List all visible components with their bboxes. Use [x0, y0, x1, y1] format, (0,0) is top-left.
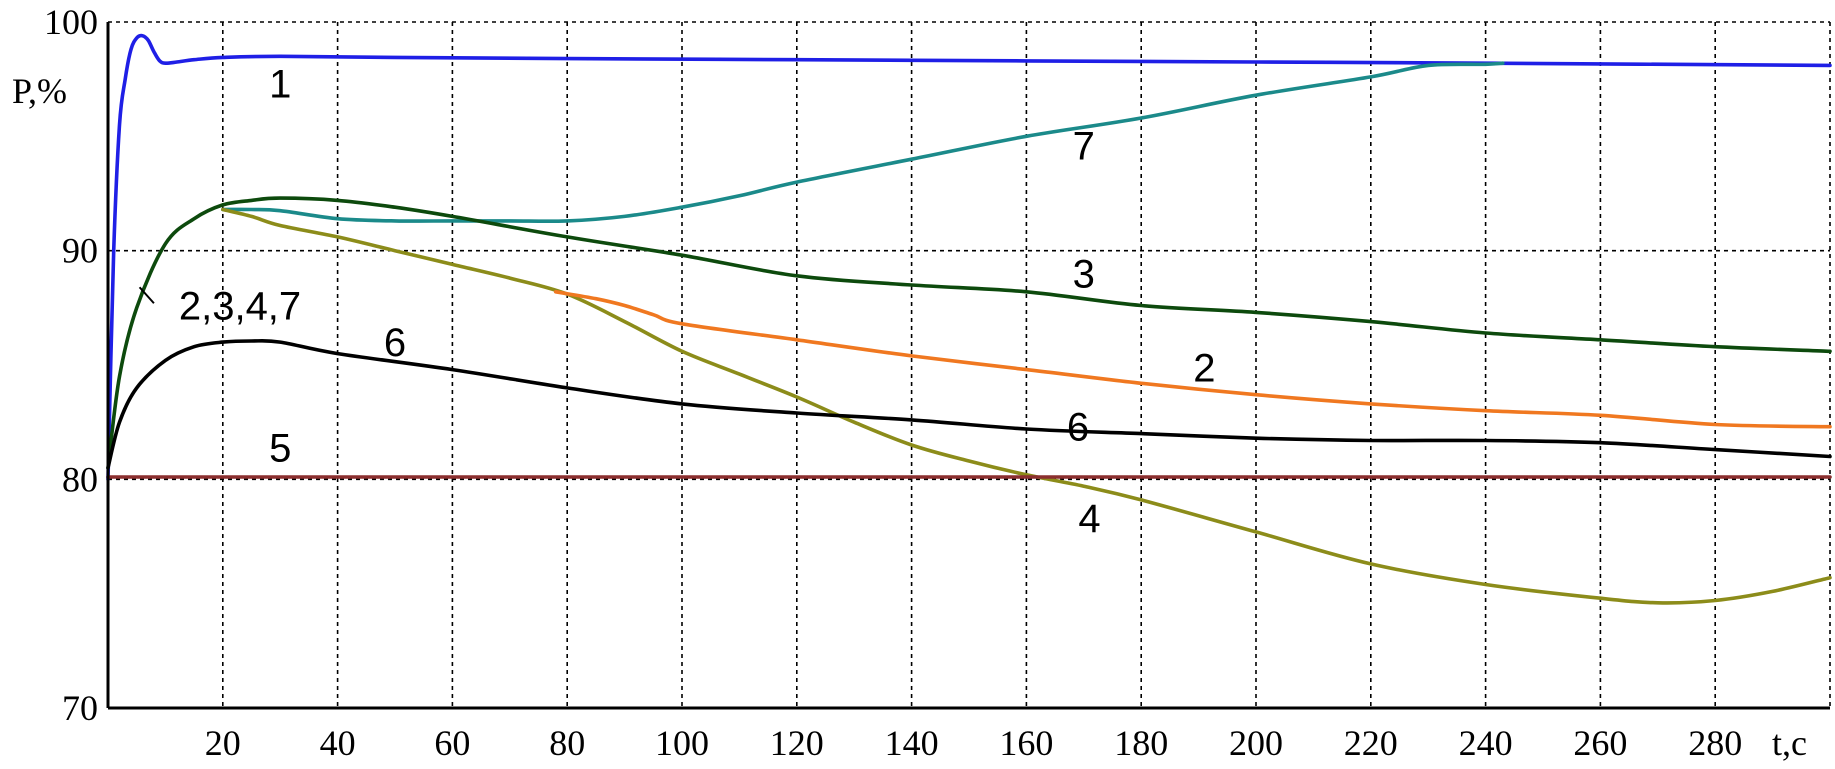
x-tick-label: 280 [1688, 723, 1742, 763]
curve-label: 4 [1078, 497, 1100, 541]
curve-label: 2,3,4,7 [179, 285, 301, 329]
x-tick-label: 100 [655, 723, 709, 763]
x-tick-label: 140 [885, 723, 939, 763]
axes [106, 22, 1830, 710]
curve-label: 3 [1073, 253, 1095, 297]
grid [108, 21, 1831, 708]
curve-label: 1 [269, 63, 291, 107]
x-tick-label: 220 [1344, 723, 1398, 763]
curve-label: 2 [1193, 346, 1215, 390]
series-line-1 [106, 33, 1832, 482]
x-tick-label: 180 [1114, 723, 1168, 763]
series-line-4 [221, 207, 1832, 605]
x-tick-label: 120 [770, 723, 824, 763]
series-line-3 [106, 196, 1832, 470]
x-tick-label: 160 [999, 723, 1053, 763]
curve-label: 6 [1067, 406, 1089, 450]
y-axis-label: P,% [12, 71, 67, 111]
y-tick-label: 90 [62, 231, 98, 271]
x-tick-label: 200 [1229, 723, 1283, 763]
curve-labels: 1 7 3 2,3,4,7 6 2 6 5 4 [138, 63, 1215, 541]
y-tick-label: 80 [62, 459, 98, 499]
ticks: 20 40 60 80 100 120 140 160 180 200 220 240 260 28010… [44, 2, 1742, 763]
x-tick-label: 80 [549, 723, 585, 763]
x-tick-label: 40 [320, 723, 356, 763]
x-tick-label: 60 [434, 723, 470, 763]
x-tick-label: 260 [1573, 723, 1627, 763]
curve-label: 7 [1073, 124, 1095, 168]
y-tick-label: 70 [62, 688, 98, 728]
series-line-6 [106, 338, 1832, 470]
y-tick-label: 100 [44, 2, 98, 42]
curve-label: 5 [269, 426, 291, 470]
leader-line [138, 286, 155, 304]
curve-label: 6 [384, 321, 406, 365]
x-tick-label: 20 [205, 723, 241, 763]
x-tick-label: 240 [1459, 723, 1513, 763]
x-axis-label: t,c [1772, 723, 1807, 763]
series-layer [106, 33, 1832, 605]
series-line-2 [553, 290, 1832, 429]
series-line-7 [221, 61, 1505, 224]
